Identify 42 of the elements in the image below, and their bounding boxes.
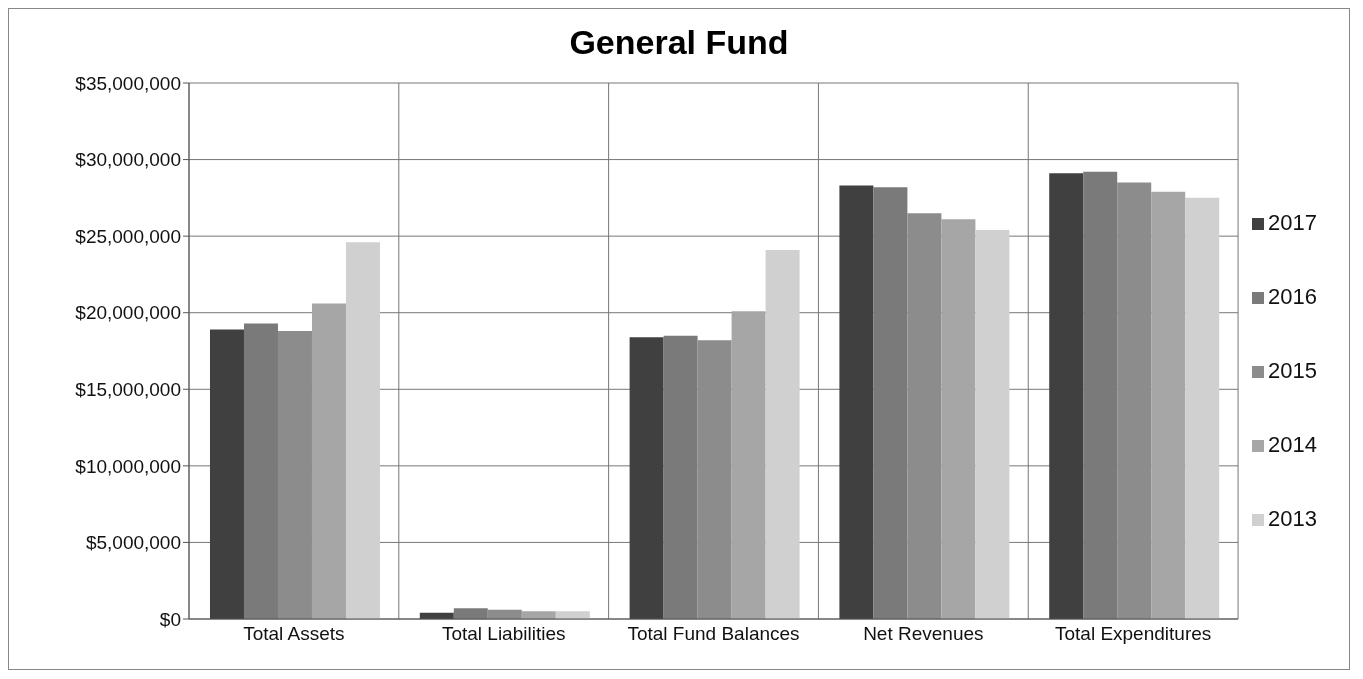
bar <box>697 340 732 619</box>
bar <box>521 611 556 619</box>
bar <box>1117 182 1152 619</box>
bar <box>731 311 766 619</box>
legend-label: 2016 <box>1268 284 1317 309</box>
y-tick-label: $15,000,000 <box>75 379 181 401</box>
legend-label: 2014 <box>1268 432 1317 457</box>
y-tick-label: $30,000,000 <box>75 149 181 171</box>
bar <box>453 608 488 619</box>
y-tick-label: $10,000,000 <box>75 455 181 477</box>
x-tick-label: Total Assets <box>243 623 345 645</box>
y-tick-label: $5,000,000 <box>85 532 181 554</box>
bar <box>277 331 312 619</box>
bar <box>975 230 1010 619</box>
bar <box>311 303 346 619</box>
bar <box>345 242 380 619</box>
bar <box>1049 173 1084 619</box>
y-tick-label: $20,000,000 <box>75 302 181 324</box>
y-tick-label: $25,000,000 <box>75 225 181 247</box>
chart-title: General Fund <box>568 22 790 63</box>
x-tick-label: Net Revenues <box>863 623 984 645</box>
x-tick-label: Total Expenditures <box>1054 623 1212 645</box>
legend-label: 2013 <box>1268 506 1317 531</box>
bar <box>765 249 800 619</box>
legend-label: 2017 <box>1268 210 1317 235</box>
y-tick-label: $0 <box>159 608 181 630</box>
bar <box>1185 197 1220 619</box>
bar <box>555 611 590 619</box>
bar <box>941 219 976 619</box>
legend-label: 2015 <box>1268 358 1317 383</box>
bar <box>243 323 278 619</box>
y-tick-label: $35,000,000 <box>75 72 181 94</box>
bar <box>1151 191 1186 619</box>
bar <box>629 337 664 619</box>
bar <box>839 185 874 619</box>
bar <box>907 213 942 619</box>
bar <box>209 329 244 619</box>
x-tick-label: Total Fund Balances <box>627 623 800 645</box>
bar <box>873 187 908 619</box>
bar <box>663 335 698 619</box>
bar <box>1083 171 1118 619</box>
x-tick-label: Total Liabilities <box>441 623 566 645</box>
